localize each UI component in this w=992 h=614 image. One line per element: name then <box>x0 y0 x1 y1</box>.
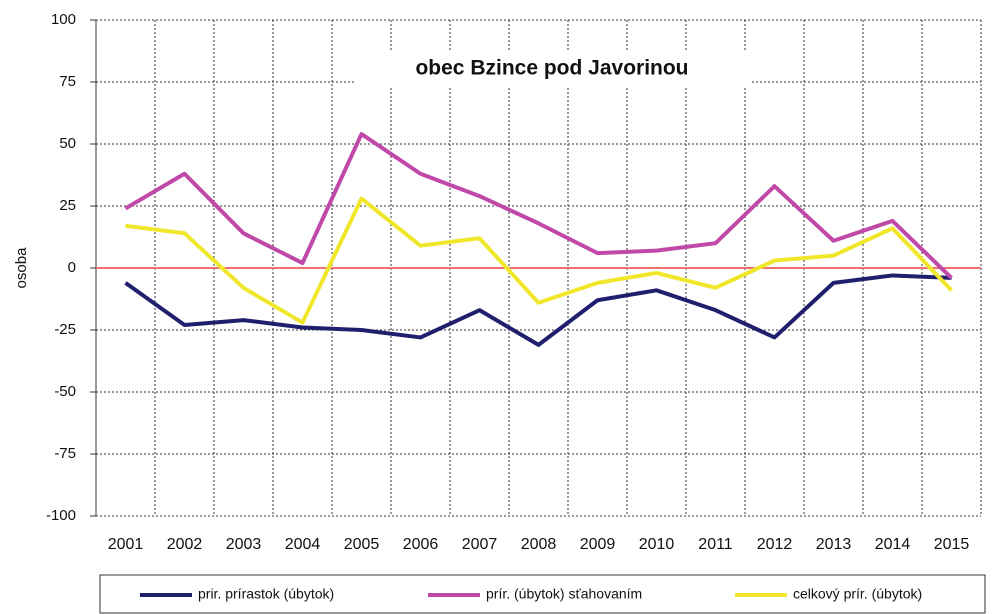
y-tick-label: 0 <box>68 259 76 276</box>
x-tick-label: 2013 <box>816 536 852 553</box>
title-bg <box>355 50 750 86</box>
x-tick-label: 2006 <box>403 536 439 553</box>
legend-box <box>99 574 986 614</box>
x-tick-label: 2007 <box>462 536 498 553</box>
x-tick-label: 2002 <box>167 536 203 553</box>
x-tick-label: 2012 <box>757 536 793 553</box>
legend-label: prír. (úbytok) sťahovaním <box>486 586 642 602</box>
y-tick-label: -100 <box>46 507 76 524</box>
y-tick-label: -25 <box>54 321 76 338</box>
y-tick-label: 75 <box>59 73 76 90</box>
x-tick-label: 2005 <box>344 536 380 553</box>
y-tick-label: -50 <box>54 383 76 400</box>
x-tick-label: 2008 <box>521 536 557 553</box>
x-tick-label: 2015 <box>934 536 970 553</box>
x-tick-label: 2010 <box>639 536 675 553</box>
y-tick-label: 25 <box>59 197 76 214</box>
x-tick-label: 2004 <box>285 536 321 553</box>
y-tick-label: -75 <box>54 445 76 462</box>
y-tick-label: 100 <box>51 11 76 28</box>
chart-title: obec Bzince pod Javorinou <box>415 57 688 80</box>
legend-label: celkový prír. (úbytok) <box>793 586 922 602</box>
y-tick-label: 50 <box>59 135 76 152</box>
x-tick-label: 2001 <box>108 536 144 553</box>
x-tick-label: 2009 <box>580 536 616 553</box>
series-line <box>125 196 953 325</box>
series-line <box>124 273 952 347</box>
y-axis-label: osoba <box>13 247 30 289</box>
x-tick-label: 2011 <box>698 536 733 553</box>
legend-label: prir. prírastok (úbytok) <box>198 586 334 602</box>
series-line <box>124 132 953 280</box>
x-tick-label: 2014 <box>875 536 911 553</box>
x-tick-label: 2003 <box>226 536 262 553</box>
